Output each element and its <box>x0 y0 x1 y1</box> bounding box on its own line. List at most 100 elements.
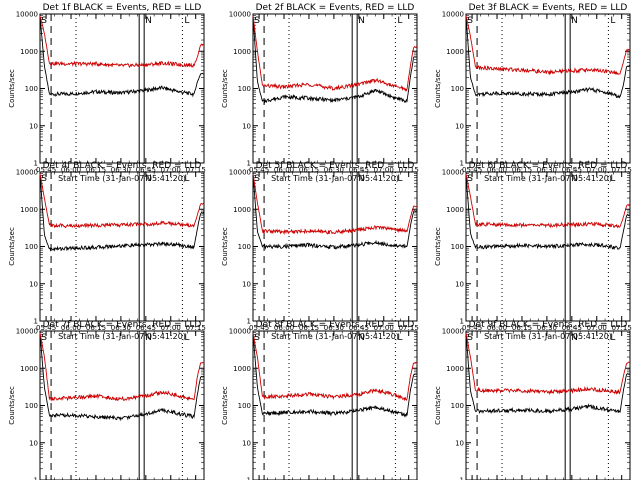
y-axis-label: Counts/sec <box>221 69 229 108</box>
panel-title: Det 6f BLACK = Events, RED = LLD <box>469 161 628 171</box>
panel-det-4: Det 4f BLACK = Events, RED = LLD11010010… <box>8 161 206 341</box>
x-tick-label: 06:00 <box>61 324 81 332</box>
x-tick-label: 06:15 <box>512 166 532 174</box>
series-lld-line <box>39 332 205 402</box>
marker-label-s: S <box>467 16 473 26</box>
marker-label-l: L <box>610 16 615 26</box>
series-events-line <box>465 173 631 251</box>
y-tick-label: 1000 <box>20 206 38 214</box>
y-axis-label: Counts/sec <box>8 386 16 425</box>
series-lld-line <box>39 173 205 229</box>
axes-frame <box>252 330 418 481</box>
y-tick-label: 1000 <box>233 48 251 56</box>
y-tick-label: 1 <box>460 318 464 326</box>
x-tick-label: 06:30 <box>111 166 131 174</box>
x-tick-label: 06:30 <box>537 324 557 332</box>
y-tick-label: 100 <box>238 402 251 410</box>
marker-label-n: N <box>571 174 578 184</box>
x-tick-label: 07:00 <box>161 166 181 174</box>
x-tick-label: 06:45 <box>349 166 369 174</box>
series-lld-line <box>465 333 631 396</box>
marker-label-s: S <box>41 333 47 343</box>
series-lld-line <box>252 15 418 92</box>
x-tick-label: 06:45 <box>349 324 369 332</box>
marker-label-l: L <box>397 16 402 26</box>
marker-label-s: S <box>254 333 260 343</box>
y-axis-label: Counts/sec <box>221 386 229 425</box>
y-tick-label: 10000 <box>229 328 251 336</box>
series-lld-line <box>465 173 631 229</box>
axes-frame <box>39 330 205 481</box>
y-tick-label: 1 <box>247 477 251 481</box>
x-tick-label: 06:15 <box>512 324 532 332</box>
panel-title: Det 5f BLACK = Events, RED = LLD <box>256 161 415 171</box>
marker-label-n: N <box>358 333 365 343</box>
marker-label-n: N <box>145 174 152 184</box>
y-tick-label: 10000 <box>442 328 464 336</box>
x-tick-label: 06:45 <box>562 324 582 332</box>
x-tick-label: 07:15 <box>186 324 206 332</box>
y-tick-label: 1000 <box>20 365 38 373</box>
y-tick-label: 1 <box>34 318 38 326</box>
x-tick-label: 06:00 <box>61 166 81 174</box>
series-events-line <box>39 173 205 252</box>
x-tick-label: 06:00 <box>274 324 294 332</box>
x-tick-label: 05:45 <box>36 166 56 174</box>
marker-label-n: N <box>145 16 152 26</box>
x-tick-label: 06:30 <box>324 324 344 332</box>
y-tick-label: 10000 <box>16 11 38 19</box>
marker-label-l: L <box>184 174 189 184</box>
series-events-line <box>252 333 418 418</box>
x-tick-label: 07:15 <box>612 324 632 332</box>
x-tick-label: 07:15 <box>399 324 419 332</box>
y-tick-label: 1 <box>34 477 38 481</box>
y-tick-label: 1 <box>34 160 38 168</box>
series-events-line <box>465 332 631 414</box>
y-tick-label: 10000 <box>16 169 38 177</box>
x-tick-label: 06:45 <box>562 166 582 174</box>
series-events-line <box>252 173 418 250</box>
x-axis-label: Start Time (31-Jan-07 05:41:20) <box>58 332 186 341</box>
y-tick-label: 1 <box>460 477 464 481</box>
marker-label-l: L <box>397 333 402 343</box>
series-events-line <box>465 15 631 99</box>
marker-label-s: S <box>254 174 260 184</box>
panel-title: Det 7f BLACK = Events, RED = LLD <box>43 320 202 330</box>
y-axis-label: Counts/sec <box>434 69 442 108</box>
x-tick-label: 07:00 <box>374 166 394 174</box>
x-axis-label: Start Time (31-Jan-07 05:41:20) <box>271 174 399 183</box>
axes-frame <box>39 13 205 164</box>
panel-title: Det 1f BLACK = Events, RED = LLD <box>43 3 202 13</box>
y-tick-label: 100 <box>451 243 464 251</box>
x-tick-label: 05:45 <box>249 166 269 174</box>
x-tick-label: 06:15 <box>86 166 106 174</box>
x-tick-label: 05:45 <box>462 166 482 174</box>
x-tick-label: 06:15 <box>86 324 106 332</box>
y-tick-label: 100 <box>238 243 251 251</box>
marker-label-n: N <box>358 16 365 26</box>
series-events-line <box>39 332 205 422</box>
panel-title: Det 9f BLACK = Events, RED = LLD <box>469 320 628 330</box>
y-tick-label: 10000 <box>442 169 464 177</box>
series-lld-line <box>465 15 631 76</box>
y-tick-label: 10 <box>29 439 38 447</box>
x-tick-label: 06:30 <box>324 166 344 174</box>
y-axis-label: Counts/sec <box>434 386 442 425</box>
marker-label-l: L <box>184 333 189 343</box>
y-axis-label: Counts/sec <box>434 227 442 266</box>
y-tick-label: 10000 <box>229 11 251 19</box>
x-tick-label: 07:15 <box>399 166 419 174</box>
x-tick-label: 06:30 <box>537 166 557 174</box>
y-tick-label: 1 <box>247 318 251 326</box>
axes-frame <box>465 13 631 164</box>
x-tick-label: 05:45 <box>36 324 56 332</box>
marker-label-s: S <box>467 333 473 343</box>
marker-label-s: S <box>41 174 47 184</box>
y-tick-label: 10 <box>29 280 38 288</box>
y-tick-label: 10 <box>242 280 251 288</box>
y-tick-label: 100 <box>451 85 464 93</box>
x-axis-label: Start Time (31-Jan-07 05:41:20) <box>58 174 186 183</box>
x-tick-label: 07:15 <box>612 166 632 174</box>
